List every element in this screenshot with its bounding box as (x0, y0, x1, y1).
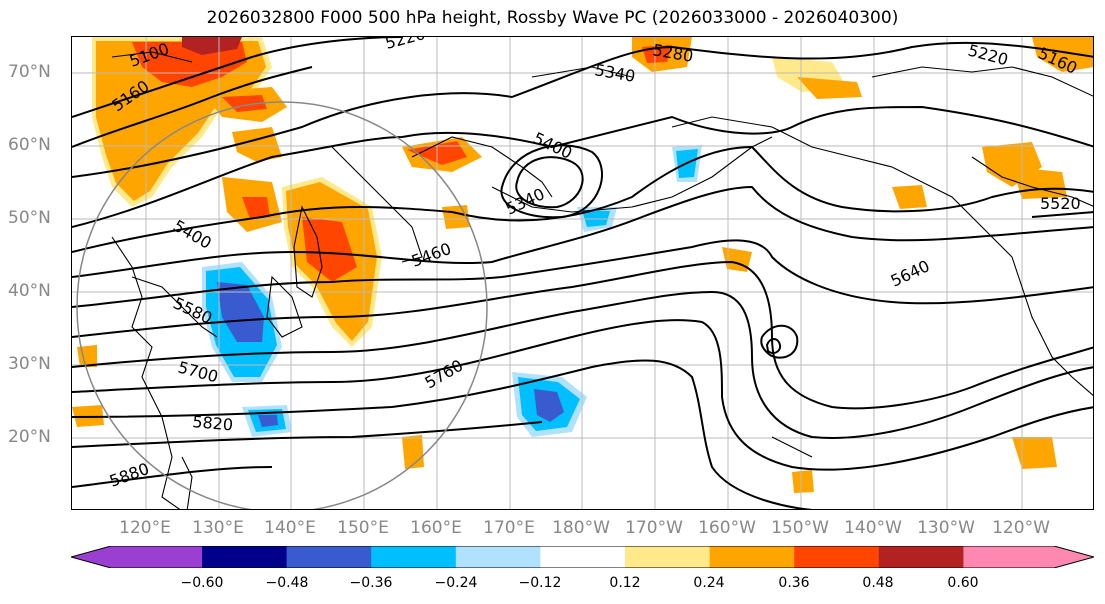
lon-label-120w: 120°W (992, 518, 1050, 538)
influence-circle (76, 101, 488, 509)
colorbar-segment (963, 546, 1094, 568)
graticule (72, 37, 1093, 509)
lon-label-160e: 160°E (410, 518, 462, 538)
lon-label-160w: 160°W (698, 518, 756, 538)
colorbar-tick: 0.60 (947, 575, 979, 591)
lon-label-140w: 140°W (844, 518, 902, 538)
map-title: 2026032800 F000 500 hPa height, Rossby W… (206, 8, 899, 28)
lon-label-150e: 150°E (337, 518, 389, 538)
contour-label: 5400 (170, 216, 215, 253)
contour-label: 5520 (1040, 194, 1081, 213)
colorbar-tick: −0.12 (518, 575, 562, 591)
colorbar-segment (709, 546, 795, 568)
lat-label-50: 50°N (8, 208, 51, 228)
lon-label-150w: 150°W (771, 518, 829, 538)
lat-label-20: 20°N (8, 427, 51, 447)
lat-label-70: 70°N (8, 62, 51, 82)
colorbar-tick: 0.36 (778, 575, 810, 591)
lon-label-140e: 140°E (264, 518, 316, 538)
colorbar-tick: 0.24 (693, 575, 725, 591)
colorbar-segments (71, 546, 1094, 568)
map-canvas: 5100 5160 5220 5280 5340 5220 5160 5400 … (72, 37, 1093, 509)
lon-label-180w: 180°W (552, 518, 610, 538)
colorbar-tick: 0.12 (609, 575, 641, 591)
colorbar-tick: −0.24 (434, 575, 478, 591)
lon-label-120e: 120°E (119, 518, 171, 538)
positive-anomaly-shading (72, 37, 1093, 493)
colorbar-segment (202, 546, 288, 568)
colorbar-tick: −0.36 (349, 575, 393, 591)
lon-label-170e: 170°E (483, 518, 535, 538)
colorbar-segment (625, 546, 711, 568)
lat-label-30: 30°N (8, 354, 51, 374)
colorbar-tick: 0.48 (862, 575, 894, 591)
colorbar-segment (878, 546, 964, 568)
colorbar-segment (371, 546, 457, 568)
contour-label: 5700 (176, 358, 220, 387)
colorbar-segment (455, 546, 541, 568)
coastlines (111, 51, 1093, 509)
lon-label-130e: 130°E (192, 518, 244, 538)
colorbar-segment (71, 546, 202, 568)
colorbar-tick: −0.48 (265, 575, 309, 591)
contour-label: 5760 (422, 356, 467, 393)
contour-label: 5340 (593, 60, 636, 86)
colorbar (71, 546, 1094, 568)
map-panel: 5100 5160 5220 5280 5340 5220 5160 5400 … (71, 36, 1094, 510)
contour-label: 5820 (192, 412, 234, 434)
lon-label-170w: 170°W (625, 518, 683, 538)
colorbar-segment (794, 546, 880, 568)
colorbar-segment (540, 546, 626, 568)
contour-label: 5460 (409, 239, 454, 271)
contour-label: 5220 (383, 37, 427, 53)
lat-label-40: 40°N (8, 281, 51, 301)
lon-label-130w: 130°W (917, 518, 975, 538)
colorbar-segment (286, 546, 372, 568)
negative-anomaly-shading (202, 145, 702, 437)
height-contours (72, 37, 1093, 509)
lat-label-60: 60°N (8, 135, 51, 155)
contour-label: 5640 (888, 256, 933, 290)
colorbar-tick: −0.60 (180, 575, 224, 591)
contour-label: 5880 (107, 459, 152, 491)
